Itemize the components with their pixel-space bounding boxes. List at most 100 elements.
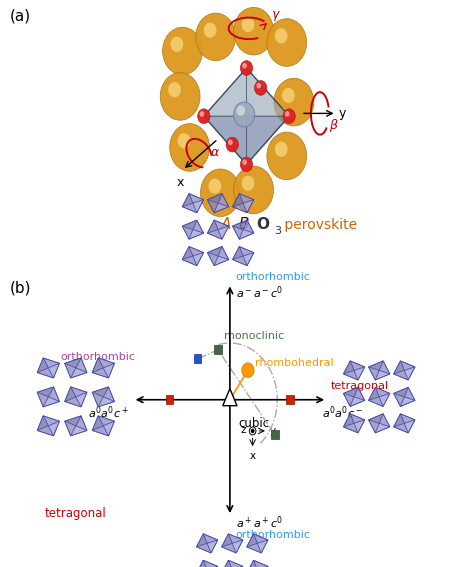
Bar [166, 395, 173, 404]
Circle shape [251, 429, 255, 433]
Circle shape [283, 109, 295, 124]
Polygon shape [92, 387, 109, 397]
Text: x: x [250, 451, 255, 462]
Polygon shape [354, 367, 365, 380]
Polygon shape [48, 387, 60, 401]
Polygon shape [76, 416, 87, 430]
Circle shape [198, 109, 210, 124]
Polygon shape [218, 247, 229, 260]
Polygon shape [393, 361, 404, 374]
Polygon shape [37, 387, 54, 397]
Polygon shape [368, 414, 383, 424]
Polygon shape [368, 397, 383, 407]
Circle shape [170, 124, 210, 171]
Polygon shape [193, 252, 204, 266]
Text: cubic: cubic [238, 417, 270, 430]
Polygon shape [343, 424, 358, 433]
Polygon shape [92, 392, 103, 407]
Polygon shape [246, 68, 289, 116]
Circle shape [168, 82, 181, 98]
Polygon shape [43, 416, 60, 426]
Polygon shape [243, 252, 254, 266]
Polygon shape [401, 397, 415, 407]
Polygon shape [343, 370, 358, 380]
Polygon shape [375, 424, 390, 433]
Circle shape [234, 7, 273, 55]
Polygon shape [221, 543, 236, 553]
Polygon shape [207, 247, 222, 256]
Text: monoclinic: monoclinic [224, 331, 284, 341]
Circle shape [240, 61, 253, 75]
Polygon shape [64, 421, 76, 436]
Polygon shape [196, 560, 207, 567]
Polygon shape [207, 566, 218, 567]
Polygon shape [189, 230, 204, 239]
Polygon shape [92, 368, 109, 378]
Polygon shape [207, 200, 218, 213]
Polygon shape [48, 363, 60, 378]
Polygon shape [393, 387, 408, 397]
Polygon shape [246, 116, 289, 164]
Polygon shape [37, 368, 54, 378]
Polygon shape [368, 387, 379, 400]
Polygon shape [98, 358, 115, 368]
Polygon shape [92, 358, 103, 373]
Polygon shape [401, 414, 415, 424]
Polygon shape [207, 540, 218, 553]
Polygon shape [182, 226, 193, 239]
Text: $a^-a^-c^0$: $a^-a^-c^0$ [236, 285, 283, 301]
Polygon shape [204, 68, 246, 116]
Polygon shape [257, 540, 268, 553]
Polygon shape [103, 421, 115, 436]
Polygon shape [43, 397, 60, 407]
Text: y: y [339, 107, 346, 120]
Polygon shape [350, 397, 365, 407]
Polygon shape [48, 421, 60, 436]
Polygon shape [182, 203, 197, 213]
Polygon shape [232, 220, 247, 230]
Polygon shape [189, 193, 204, 203]
Polygon shape [343, 361, 354, 374]
Polygon shape [246, 534, 257, 547]
Polygon shape [343, 387, 358, 397]
Polygon shape [218, 193, 229, 207]
Circle shape [256, 83, 261, 88]
Polygon shape [71, 368, 87, 378]
Polygon shape [368, 420, 379, 433]
Polygon shape [343, 393, 354, 407]
Circle shape [171, 37, 183, 52]
Polygon shape [401, 361, 415, 370]
Circle shape [242, 63, 247, 69]
Circle shape [255, 81, 267, 95]
Polygon shape [98, 416, 115, 426]
Polygon shape [207, 230, 222, 239]
Polygon shape [71, 387, 87, 397]
Polygon shape [228, 560, 243, 567]
Polygon shape [343, 414, 354, 427]
Polygon shape [214, 256, 229, 266]
Polygon shape [207, 252, 218, 266]
Circle shape [160, 73, 200, 120]
Circle shape [240, 157, 253, 172]
Polygon shape [182, 220, 197, 230]
Polygon shape [379, 393, 390, 407]
Text: (b): (b) [9, 281, 31, 295]
Polygon shape [64, 387, 76, 401]
Circle shape [209, 179, 221, 194]
Polygon shape [243, 220, 254, 233]
Polygon shape [214, 203, 229, 213]
Text: x: x [176, 176, 184, 189]
Circle shape [275, 142, 288, 157]
Polygon shape [64, 363, 76, 378]
Polygon shape [223, 389, 237, 406]
Text: tetragonal: tetragonal [45, 507, 107, 521]
Text: $a^+a^+c^0$: $a^+a^+c^0$ [236, 515, 283, 531]
Polygon shape [232, 193, 243, 207]
Circle shape [282, 88, 295, 103]
Polygon shape [221, 560, 232, 567]
Polygon shape [232, 540, 243, 553]
Text: γ: γ [271, 8, 279, 21]
Polygon shape [354, 387, 365, 400]
Polygon shape [404, 420, 415, 433]
Text: perovskite: perovskite [280, 218, 357, 232]
